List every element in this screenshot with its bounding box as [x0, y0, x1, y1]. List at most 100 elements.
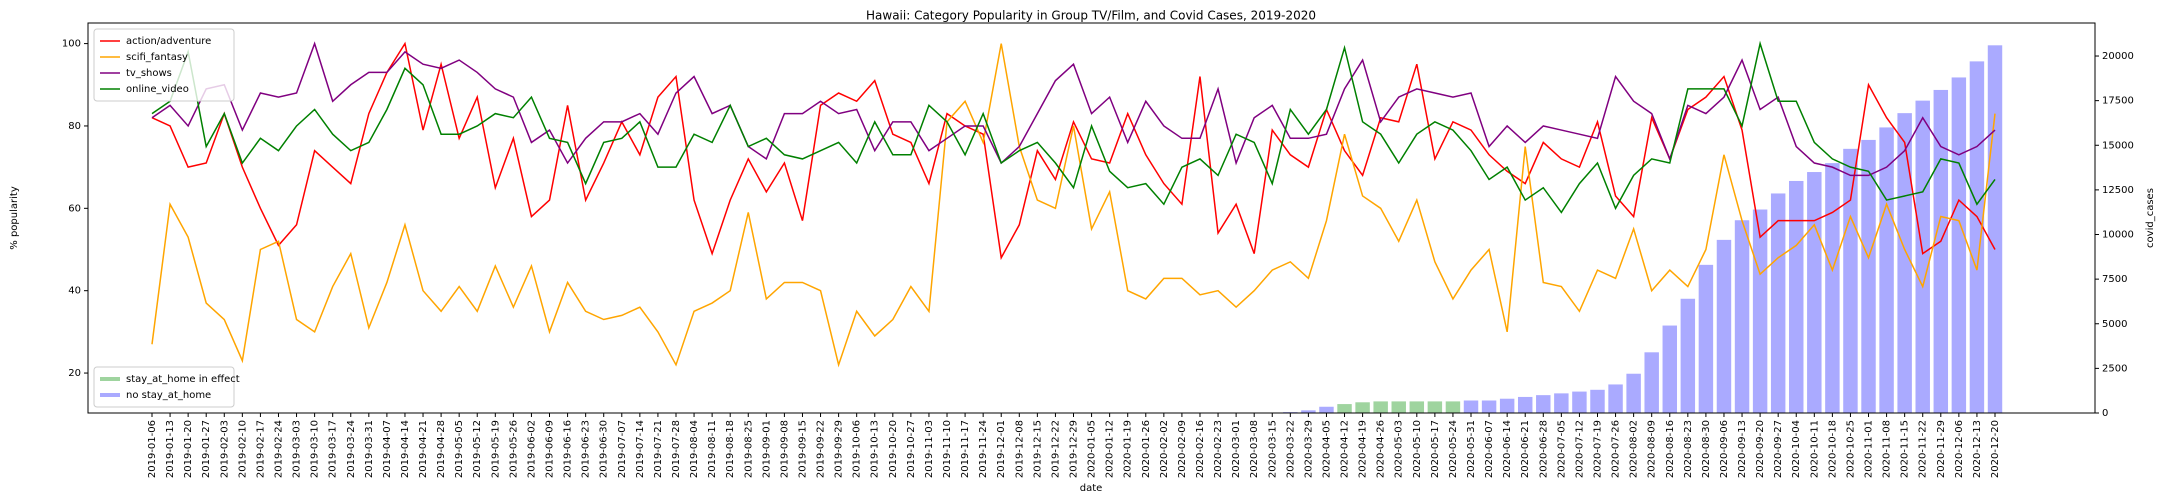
x-tick-label: 2019-12-08 [1014, 420, 1025, 478]
bar [1427, 401, 1443, 413]
bar [1391, 401, 1406, 413]
bar [1825, 163, 1840, 413]
x-tick-label: 2019-07-14 [635, 420, 646, 478]
x-tick-label: 2019-01-13 [165, 420, 176, 478]
x-tick-label: 2020-03-22 [1285, 420, 1296, 478]
x-tick-label: 2020-11-15 [1900, 420, 1911, 478]
x-tick-label: 2019-02-17 [255, 420, 266, 478]
x-tick-label: 2020-05-24 [1448, 420, 1459, 478]
x-tick-label: 2019-04-07 [382, 420, 393, 478]
bar [1409, 401, 1425, 413]
x-tick-label: 2020-07-12 [1574, 420, 1585, 478]
bar [1373, 401, 1388, 413]
bar [1554, 393, 1569, 413]
y-tick-label: 20 [68, 368, 81, 379]
x-tick-label: 2020-11-01 [1864, 420, 1875, 478]
bar [1355, 402, 1370, 413]
x-tick-label: 2020-11-29 [1936, 420, 1947, 478]
x-tick-label: 2020-09-27 [1773, 420, 1784, 478]
bar [1951, 77, 1967, 413]
x-tick-label: 2019-09-29 [834, 420, 845, 478]
x-tick-label: 2019-11-17 [960, 420, 971, 478]
y2-tick-label: 20000 [2102, 51, 2134, 62]
x-tick-label: 2019-06-23 [581, 420, 592, 478]
x-tick-label: 2019-12-15 [1032, 420, 1043, 478]
x-tick-label: 2019-11-24 [978, 420, 989, 478]
x-tick-label: 2019-04-21 [418, 420, 429, 478]
bar [1662, 325, 1677, 413]
bar [1301, 410, 1316, 413]
x-tick-label: 2019-03-10 [310, 420, 321, 478]
x-tick-label: 2020-09-20 [1755, 420, 1766, 478]
x-tick-label: 2020-10-25 [1845, 420, 1856, 478]
bar [1319, 406, 1334, 413]
x-tick-label: 2019-07-28 [671, 420, 682, 478]
legend-label: no stay_at_home [126, 390, 211, 401]
bar [1626, 373, 1641, 413]
x-tick-label: 2019-03-17 [328, 420, 339, 478]
x-tick-label: 2019-11-03 [924, 420, 935, 478]
x-tick-label: 2019-12-01 [996, 420, 1007, 478]
x-tick-label: 2020-08-23 [1683, 420, 1694, 478]
x-tick-label: 2020-01-26 [1141, 420, 1152, 478]
x-tick-label: 2019-01-27 [201, 420, 212, 478]
x-tick-label: 2019-07-21 [653, 420, 664, 478]
x-tick-label: 2019-08-11 [707, 420, 718, 478]
bar [1590, 389, 1605, 413]
x-tick-label: 2019-08-18 [725, 420, 736, 478]
bar [1499, 398, 1515, 413]
legend-label: action/adventure [126, 36, 211, 47]
x-tick-label: 2019-09-01 [761, 420, 772, 478]
y2-tick-label: 10000 [2102, 230, 2134, 241]
x-tick-label: 2020-06-28 [1538, 420, 1549, 478]
x-tick-label: 2020-06-21 [1520, 420, 1531, 478]
x-tick-label: 2019-02-10 [237, 420, 248, 478]
bar [1933, 89, 1949, 413]
x-tick-label: 2019-06-09 [545, 420, 556, 478]
chart-title: Hawaii: Category Popularity in Group TV/… [866, 9, 1316, 23]
x-tick-label: 2019-06-16 [563, 420, 574, 478]
x-tick-label: 2019-09-22 [816, 420, 827, 478]
x-tick-label: 2020-07-26 [1611, 420, 1622, 478]
bar [1536, 395, 1551, 413]
bar [1861, 139, 1876, 413]
x-tick-label: 2020-10-11 [1809, 420, 1820, 478]
x-tick-label: 2020-03-15 [1267, 420, 1278, 478]
x-tick-label: 2020-08-09 [1647, 420, 1658, 478]
x-tick-label: 2020-02-16 [1195, 420, 1206, 478]
line [151, 41, 1996, 261]
x-tick-label: 2020-05-17 [1430, 420, 1441, 478]
line [151, 43, 1996, 368]
x-axis-label: date [1080, 483, 1103, 494]
y2-tick-label: 12500 [2102, 185, 2134, 196]
y2-tick-label: 2500 [2102, 363, 2127, 374]
x-tick-label: 2020-05-03 [1394, 420, 1405, 478]
bar [1969, 61, 1985, 414]
x-tick-label: 2020-03-29 [1303, 420, 1314, 478]
x-tick-label: 2020-03-08 [1249, 420, 1260, 478]
y2-tick-label: 7500 [2102, 274, 2127, 285]
x-tick-label: 2020-12-06 [1954, 420, 1965, 478]
bar [1716, 239, 1732, 413]
x-tick-label: 2020-04-26 [1376, 420, 1387, 478]
bar [1644, 352, 1659, 413]
x-tick-label: 2020-07-05 [1556, 420, 1567, 478]
y-tick-label: 80 [68, 121, 81, 132]
bar [1770, 193, 1786, 413]
y-axis-label: % popularity [9, 186, 20, 250]
x-tick-label: 2020-12-13 [1972, 420, 1983, 478]
bar [1608, 384, 1623, 413]
y2-tick-label: 0 [2102, 408, 2108, 419]
x-tick-label: 2020-06-14 [1502, 420, 1513, 478]
x-tick-label: 2019-05-12 [472, 420, 483, 478]
x-tick-label: 2019-05-05 [454, 420, 465, 478]
x-tick-label: 2020-05-31 [1466, 420, 1477, 478]
bar [1680, 298, 1696, 413]
x-tick-label: 2019-08-25 [743, 420, 754, 478]
bar [1789, 180, 1804, 413]
x-tick-label: 2019-07-07 [617, 420, 628, 478]
bar [1915, 100, 1930, 414]
legend-box [93, 28, 235, 102]
bar [1752, 209, 1768, 413]
